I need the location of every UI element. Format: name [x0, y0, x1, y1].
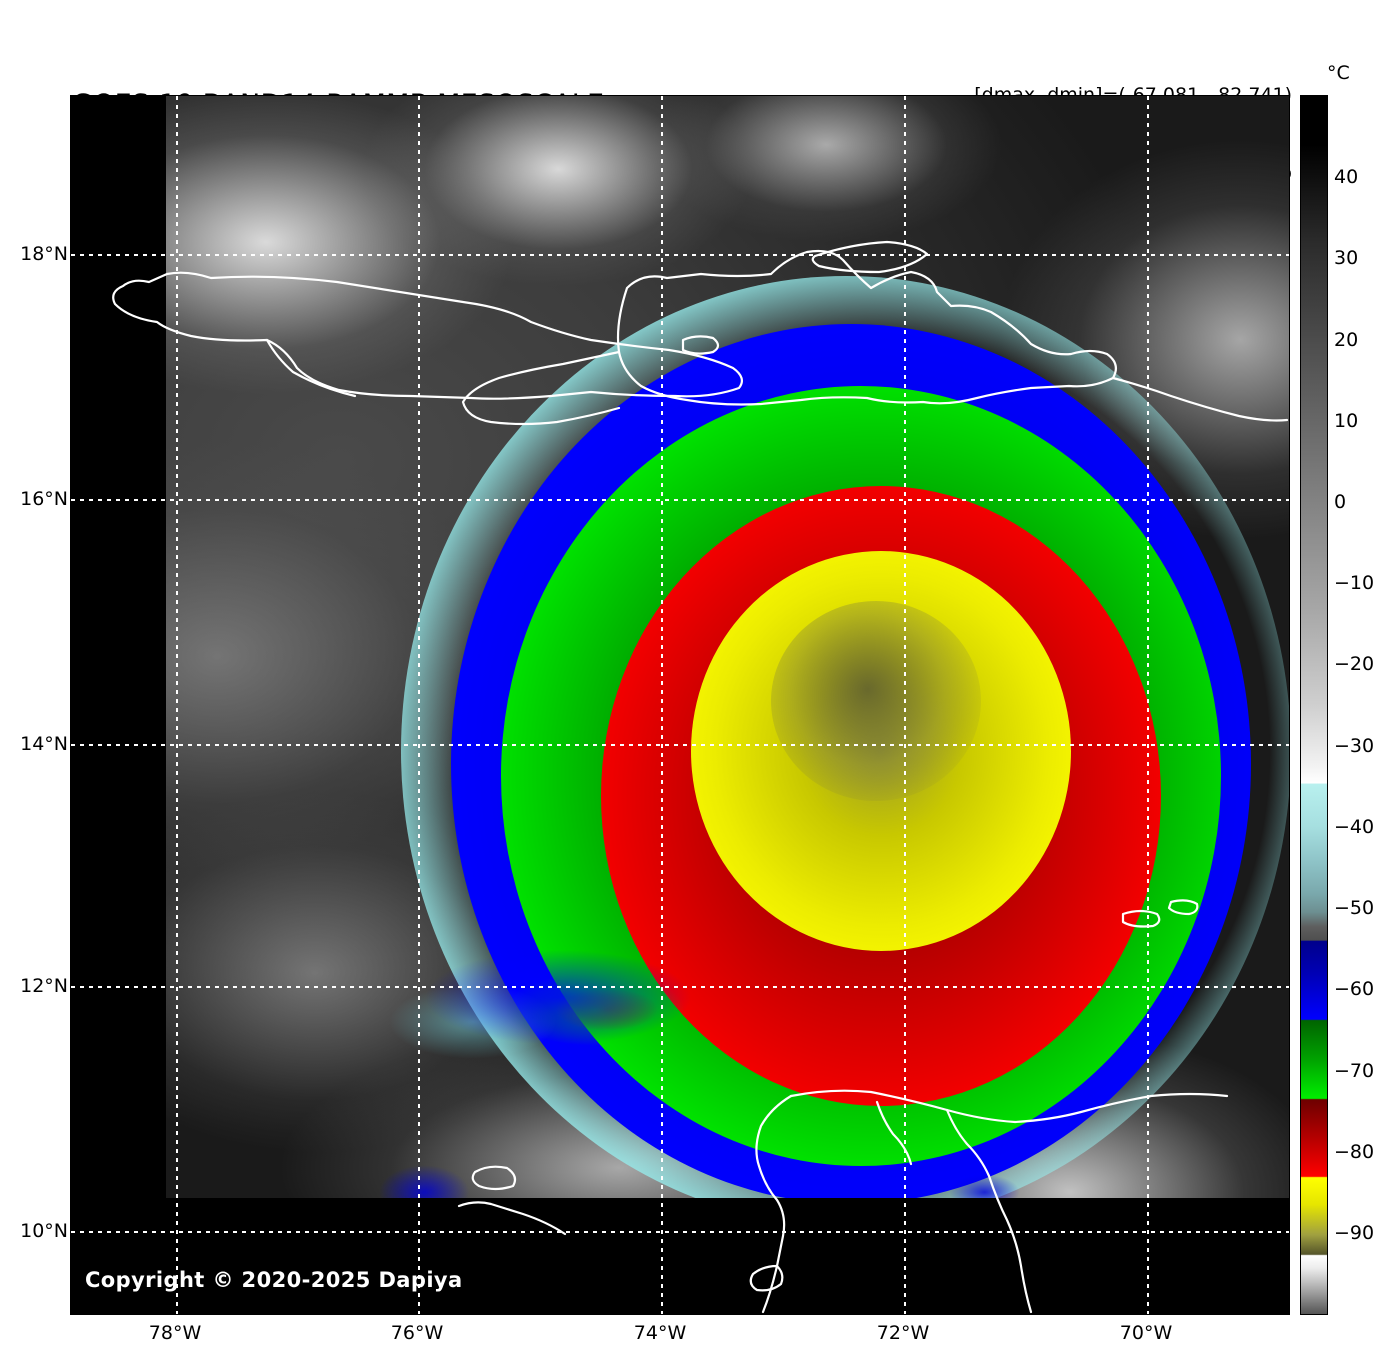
x-tick-76w: 76°W: [390, 1322, 444, 1344]
cbar-tick-m70: −70: [1334, 1060, 1375, 1082]
temperature-colorbar[interactable]: [1300, 95, 1328, 1315]
x-tick-70w: 70°W: [1119, 1322, 1173, 1344]
cbar-tick-m50: −50: [1334, 897, 1375, 919]
y-tick-18n: 18°N: [20, 243, 68, 265]
x-tick-72w: 72°W: [876, 1322, 930, 1344]
x-tick-74w: 74°W: [633, 1322, 687, 1344]
gridline-lon-70: [1147, 96, 1149, 1314]
copyright-label: Copyright © 2020-2025 Dapiya: [85, 1268, 463, 1292]
cbar-tick-m20: −20: [1334, 653, 1375, 675]
cbar-tick-10: 10: [1334, 410, 1359, 432]
cbar-tick-30: 30: [1334, 247, 1359, 269]
gridline-lon-72: [904, 96, 906, 1314]
gridline-lat-14: [71, 744, 1289, 746]
colorbar-unit-label: °C: [1327, 62, 1350, 84]
y-tick-12n: 12°N: [20, 975, 68, 997]
gridline-lat-10: [71, 1231, 1289, 1233]
gridline-lon-74: [661, 96, 663, 1314]
cbar-tick-m40: −40: [1334, 816, 1375, 838]
cbar-tick-m60: −60: [1334, 978, 1375, 1000]
cbar-tick-40: 40: [1334, 166, 1359, 188]
cbar-tick-0: 0: [1334, 491, 1347, 513]
gridline-lon-78: [176, 96, 178, 1314]
gridline-lon-76: [418, 96, 420, 1314]
cbar-tick-m80: −80: [1334, 1141, 1375, 1163]
plot-inner: Copyright © 2020-2025 Dapiya: [71, 96, 1289, 1314]
y-tick-10n: 10°N: [20, 1220, 68, 1242]
coastline-overlay: [112, 240, 1289, 1314]
gridline-lat-12: [71, 986, 1289, 988]
no-data-region-south: [71, 1198, 1289, 1314]
cbar-tick-20: 20: [1334, 329, 1359, 351]
gridline-lat-18: [71, 254, 1289, 256]
cbar-tick-m30: −30: [1334, 735, 1375, 757]
cbar-tick-m10: −10: [1334, 572, 1375, 594]
no-data-region-west: [71, 96, 166, 1314]
x-tick-78w: 78°W: [148, 1322, 202, 1344]
y-tick-16n: 16°N: [20, 488, 68, 510]
cbar-tick-m90: −90: [1334, 1222, 1375, 1244]
gridline-lat-16: [71, 499, 1289, 501]
y-tick-14n: 14°N: [20, 733, 68, 755]
satellite-image-plot[interactable]: Copyright © 2020-2025 Dapiya: [70, 95, 1290, 1315]
